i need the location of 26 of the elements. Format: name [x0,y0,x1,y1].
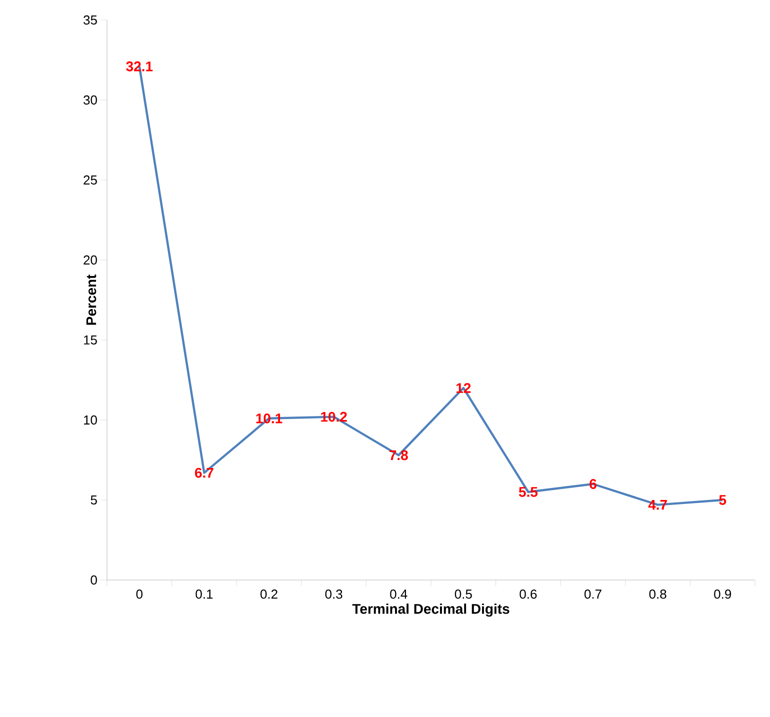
y-tick-label: 20 [84,255,97,265]
y-tick-label: 15 [84,335,97,345]
x-tick-label: 0.2 [260,590,278,599]
x-axis-title: Terminal Decimal Digits [352,604,510,617]
data-label: 5 [719,495,726,505]
y-tick-label: 35 [84,15,97,25]
y-tick-label: 0 [90,575,97,585]
x-tick-label: 0.9 [714,590,732,599]
y-tick-label: 10 [84,415,97,425]
x-tick-label: 0 [136,590,143,599]
data-label: 6.7 [194,468,214,478]
x-tick-label: 0.5 [454,590,472,599]
x-tick-label: 0.7 [584,590,602,599]
x-tick-label: 0.8 [649,590,666,599]
data-label: 32.1 [126,61,153,72]
data-label: 7.8 [389,450,408,460]
data-label: 6 [590,479,596,489]
data-label: 12 [456,383,471,393]
y-tick-label: 25 [84,175,97,185]
y-axis-title: Percent [86,274,96,325]
x-tick-label: 0.3 [325,590,342,599]
x-tick-label: 0.4 [390,590,408,599]
x-tick-label: 0.1 [196,590,213,599]
y-tick-label: 30 [84,95,97,105]
y-tick-label: 5 [90,495,97,505]
x-tick-label: 0.6 [520,590,537,599]
